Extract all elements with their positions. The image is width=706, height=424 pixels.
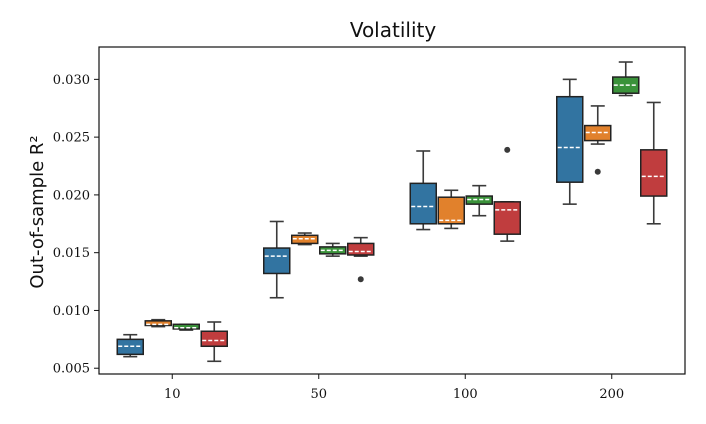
box-body (172, 323, 200, 330)
chart-title: Volatility (350, 18, 437, 42)
y-tick-label: 0.020 (53, 188, 90, 203)
box-blue-50 (263, 220, 291, 299)
box-orange-10 (144, 318, 172, 328)
x-tick-label: 50 (310, 387, 327, 402)
box-red-100 (493, 146, 521, 242)
box-green-200 (612, 61, 640, 97)
y-tick-label: 0.015 (53, 246, 90, 261)
x-tick-label: 100 (453, 387, 478, 402)
outlier-point (357, 276, 364, 283)
outlier-point (504, 146, 511, 153)
box-orange-200 (584, 105, 612, 175)
box-blue-100 (409, 150, 437, 231)
y-tick-label: 0.025 (53, 131, 90, 146)
box-red-200 (640, 101, 668, 225)
box-orange-50 (291, 232, 319, 246)
y-tick-label: 0.030 (53, 73, 90, 88)
box-body (347, 242, 375, 256)
box-body (640, 149, 668, 197)
box-orange-100 (437, 189, 465, 230)
x-tick-label: 200 (599, 387, 624, 402)
y-axis-label: Out-of-sample R² (27, 135, 48, 288)
box-green-100 (465, 184, 493, 217)
plot-area: 0.005 0.010 0.015 0.020 0.025 0.030 10 50 100 200 (53, 46, 686, 402)
box-blue-200 (556, 78, 584, 205)
box-red-50 (347, 236, 375, 283)
x-tick-label: 10 (164, 387, 181, 402)
box-body (556, 95, 584, 183)
box-blue-10 (116, 333, 144, 358)
box-green-10 (172, 323, 200, 331)
box-red-10 (200, 321, 228, 363)
box-body (409, 182, 437, 225)
box-body (437, 196, 465, 225)
outlier-point (594, 168, 601, 175)
box-green-50 (319, 242, 347, 257)
box-body (263, 247, 291, 275)
plot-frame (98, 46, 686, 375)
y-tick-label: 0.005 (53, 362, 90, 377)
y-tick-label: 0.010 (53, 304, 90, 319)
box-body (144, 320, 172, 327)
box-body (493, 201, 521, 235)
box-body (200, 330, 228, 348)
